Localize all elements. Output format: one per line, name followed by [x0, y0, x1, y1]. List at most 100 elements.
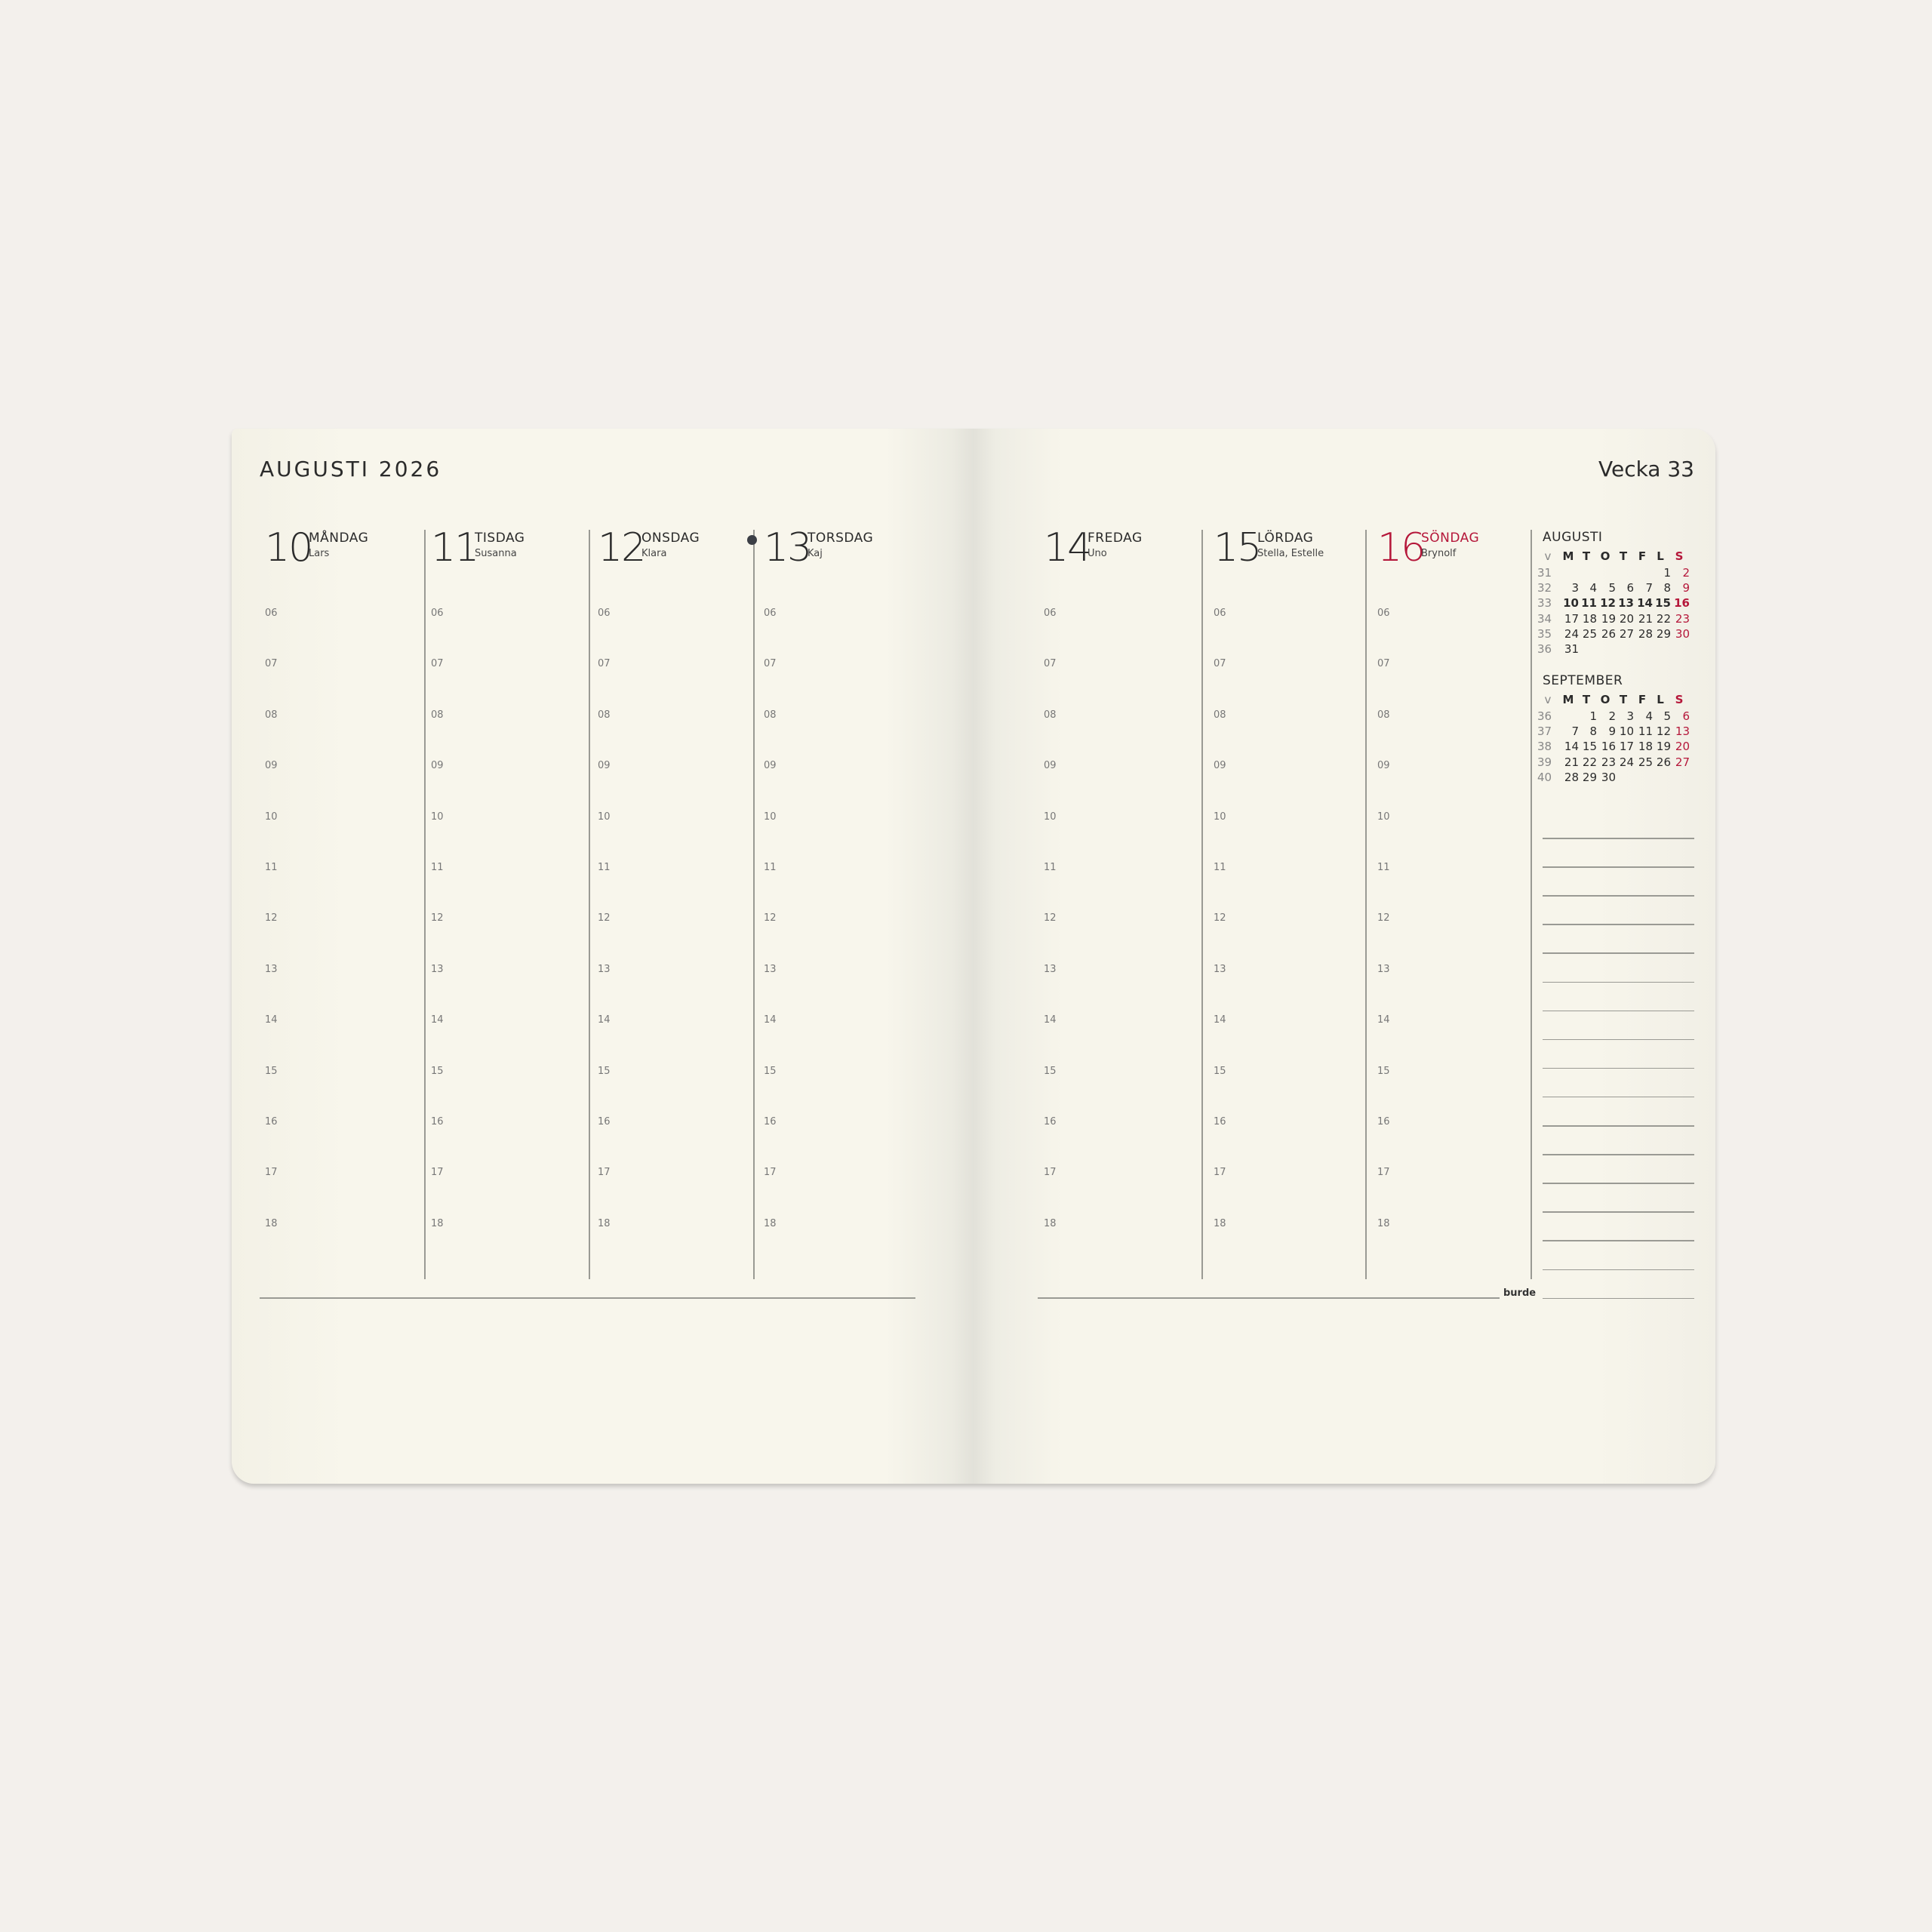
calendar-date[interactable]: 24 — [1564, 626, 1579, 641]
calendar-date[interactable]: 7 — [1571, 724, 1579, 739]
day-column-11[interactable] — [426, 525, 581, 1275]
day-column-16[interactable] — [1373, 525, 1527, 1275]
calendar-date[interactable]: 17 — [1619, 740, 1634, 754]
calendar-date[interactable]: 5 — [1608, 581, 1616, 595]
calendar-date[interactable]: 29 — [1582, 770, 1597, 784]
calendar-date[interactable]: 10 — [1619, 724, 1634, 739]
calendar-date[interactable]: 21 — [1638, 611, 1653, 626]
calendar-date[interactable]: 30 — [1675, 626, 1690, 641]
calendar-date[interactable]: 2 — [1608, 709, 1616, 723]
calendar-date[interactable]: 24 — [1619, 755, 1634, 769]
notes-line[interactable] — [1543, 1183, 1694, 1184]
calendar-date[interactable]: 5 — [1663, 709, 1671, 723]
calendar-date[interactable]: 9 — [1682, 581, 1690, 595]
calendar-date[interactable]: 19 — [1601, 611, 1616, 626]
calendar-date[interactable]: 18 — [1638, 740, 1653, 754]
calendar-date[interactable]: 8 — [1589, 724, 1597, 739]
calendar-date[interactable]: 27 — [1675, 755, 1690, 769]
day-column-14[interactable] — [1039, 525, 1194, 1275]
weekday-header: v — [1544, 693, 1552, 706]
calendar-date[interactable]: 19 — [1656, 740, 1671, 754]
hour-label: 14 — [598, 1014, 611, 1026]
calendar-date[interactable]: 9 — [1608, 724, 1616, 739]
calendar-date[interactable]: 10 — [1563, 596, 1579, 611]
calendar-date[interactable]: 22 — [1582, 755, 1597, 769]
calendar-date[interactable]: 21 — [1564, 755, 1579, 769]
notes-line[interactable] — [1543, 1269, 1694, 1270]
calendar-date[interactable]: 26 — [1656, 755, 1671, 769]
calendar-date[interactable]: 28 — [1638, 626, 1653, 641]
notes-line[interactable] — [1543, 1038, 1694, 1041]
week-number: 36 — [1537, 709, 1552, 723]
calendar-date[interactable]: 26 — [1601, 626, 1616, 641]
calendar-date[interactable]: 6 — [1626, 581, 1634, 595]
calendar-date[interactable]: 13 — [1675, 724, 1690, 739]
hour-label: 16 — [1214, 1116, 1226, 1128]
calendar-date[interactable]: 28 — [1564, 770, 1579, 784]
calendar-date[interactable]: 15 — [1655, 596, 1671, 611]
calendar-date[interactable]: 11 — [1638, 724, 1653, 739]
day-column-15[interactable] — [1209, 525, 1364, 1275]
notes-line[interactable] — [1543, 1067, 1694, 1069]
calendar-date[interactable]: 30 — [1601, 770, 1616, 784]
calendar-date[interactable]: 2 — [1682, 566, 1690, 580]
notes-line[interactable] — [1543, 838, 1694, 839]
day-column-12[interactable] — [593, 525, 748, 1275]
hour-label: 06 — [1377, 608, 1390, 619]
calendar-date[interactable]: 22 — [1656, 611, 1671, 626]
hour-label: 10 — [764, 811, 777, 823]
day-column-10[interactable] — [260, 525, 415, 1275]
day-number: 16 — [1377, 525, 1426, 571]
notes-line[interactable] — [1543, 1240, 1694, 1241]
calendar-date[interactable]: 11 — [1581, 596, 1597, 611]
calendar-date[interactable]: 29 — [1656, 626, 1671, 641]
notes-line[interactable] — [1543, 981, 1694, 983]
notes-line[interactable] — [1543, 1010, 1694, 1012]
calendar-date[interactable]: 4 — [1589, 581, 1597, 595]
weekday-header: O — [1600, 693, 1611, 706]
calendar-date[interactable]: 25 — [1582, 626, 1597, 641]
calendar-date[interactable]: 23 — [1675, 611, 1690, 626]
day-number: 12 — [598, 525, 646, 571]
calendar-date[interactable]: 12 — [1656, 724, 1671, 739]
day-column-13[interactable] — [759, 525, 914, 1275]
calendar-date[interactable]: 16 — [1601, 740, 1616, 754]
notes-line[interactable] — [1543, 866, 1694, 868]
calendar-date[interactable]: 15 — [1582, 740, 1597, 754]
notes-line[interactable] — [1543, 1211, 1694, 1213]
notes-line[interactable] — [1543, 1125, 1694, 1127]
day-number: 10 — [265, 525, 313, 571]
calendar-date[interactable]: 16 — [1674, 596, 1690, 611]
calendar-date[interactable]: 20 — [1675, 740, 1690, 754]
calendar-date[interactable]: 1 — [1589, 709, 1597, 723]
notes-line[interactable] — [1543, 1297, 1694, 1300]
calendar-date[interactable]: 25 — [1638, 755, 1653, 769]
day-name: TISDAG — [475, 531, 525, 546]
notes-line[interactable] — [1543, 895, 1694, 897]
calendar-date[interactable]: 20 — [1619, 611, 1634, 626]
calendar-date[interactable]: 23 — [1601, 755, 1616, 769]
calendar-date[interactable]: 13 — [1618, 596, 1634, 611]
day-name: MÅNDAG — [309, 531, 369, 546]
calendar-date[interactable]: 3 — [1626, 709, 1634, 723]
calendar-date[interactable]: 4 — [1645, 709, 1653, 723]
calendar-date[interactable]: 14 — [1564, 740, 1579, 754]
calendar-date[interactable]: 27 — [1619, 626, 1634, 641]
calendar-date[interactable]: 31 — [1564, 642, 1579, 656]
calendar-date[interactable]: 3 — [1571, 581, 1579, 595]
hour-label: 13 — [1214, 963, 1226, 975]
notes-line[interactable] — [1543, 924, 1694, 925]
notes-line[interactable] — [1543, 952, 1694, 954]
notes-line[interactable] — [1543, 1154, 1694, 1155]
calendar-date[interactable]: 17 — [1564, 611, 1579, 626]
hour-label: 18 — [431, 1217, 444, 1229]
week-number: 40 — [1537, 770, 1552, 784]
calendar-date[interactable]: 12 — [1600, 596, 1616, 611]
notes-line[interactable] — [1543, 1096, 1694, 1098]
calendar-date[interactable]: 18 — [1582, 611, 1597, 626]
calendar-date[interactable]: 8 — [1663, 581, 1671, 595]
calendar-date[interactable]: 1 — [1663, 566, 1671, 580]
calendar-date[interactable]: 7 — [1645, 581, 1653, 595]
calendar-date[interactable]: 6 — [1682, 709, 1690, 723]
calendar-date[interactable]: 14 — [1637, 596, 1653, 611]
